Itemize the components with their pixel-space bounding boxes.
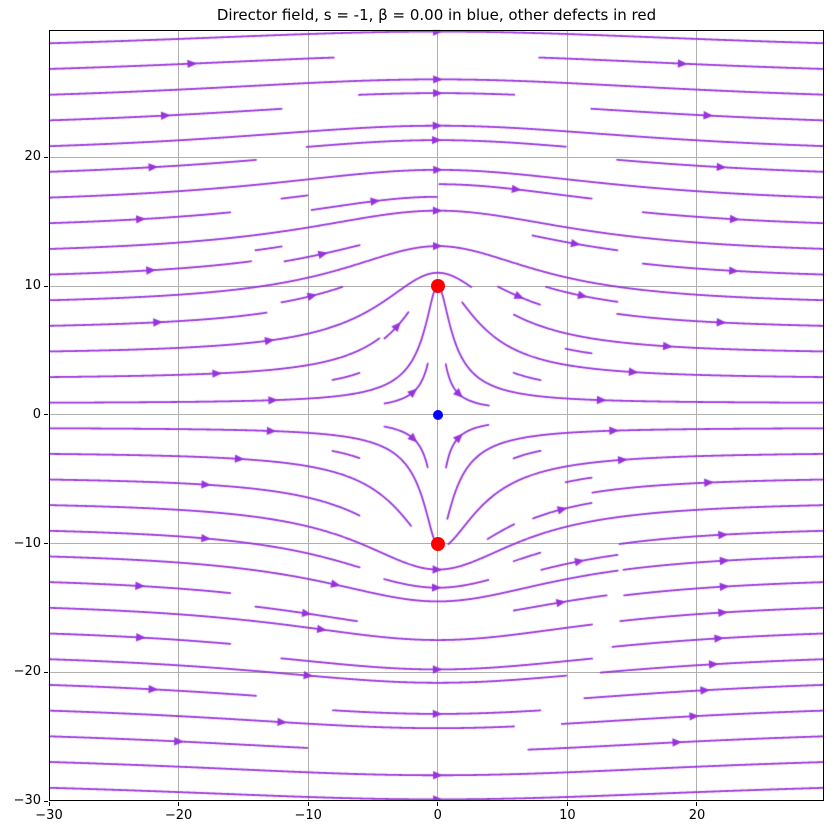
axes-spine <box>49 30 824 801</box>
